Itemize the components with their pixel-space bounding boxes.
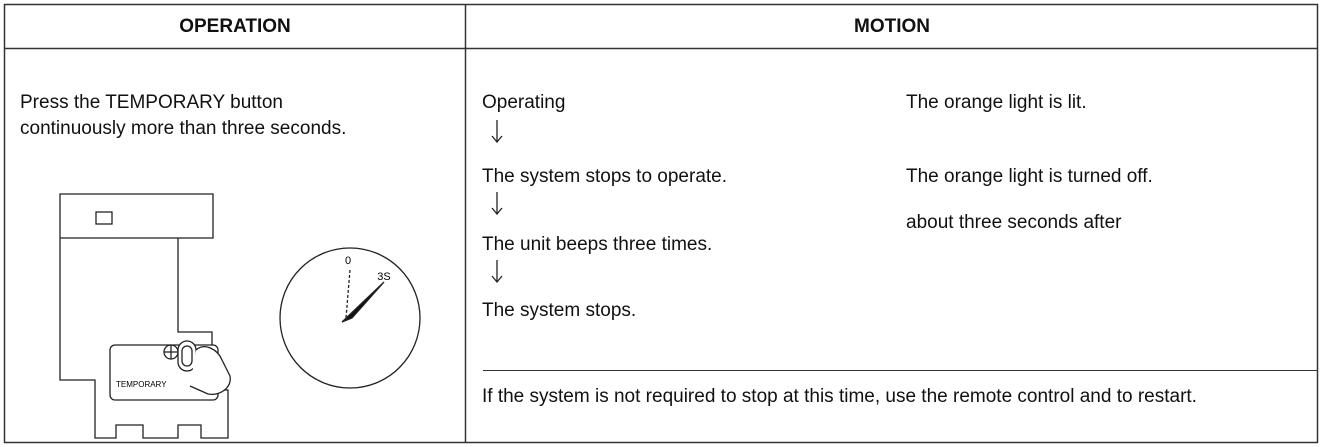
dial-end-label: 3S [377, 271, 390, 283]
step-light: The orange light is turned off. [906, 166, 1153, 187]
step-state: The unit beeps three times. [482, 234, 713, 255]
operation-text: Press the TEMPORARY button continuously … [20, 92, 347, 139]
step-state: The system stops. [482, 300, 637, 321]
step-state: The system stops to operate. [482, 166, 728, 187]
header-cell: MOTION [854, 16, 930, 37]
dial-start-label: 0 [345, 255, 351, 267]
header-cell: OPERATION [179, 16, 291, 37]
button-label: TEMPORARY [116, 380, 167, 389]
flow-arrows [491, 120, 503, 284]
illustration [59, 193, 421, 439]
step-state: Operating [482, 92, 566, 113]
footnote: If the system is not required to stop at… [482, 386, 1197, 407]
step-note: about three seconds after [906, 212, 1122, 233]
step-light: The orange light is lit. [906, 92, 1087, 113]
